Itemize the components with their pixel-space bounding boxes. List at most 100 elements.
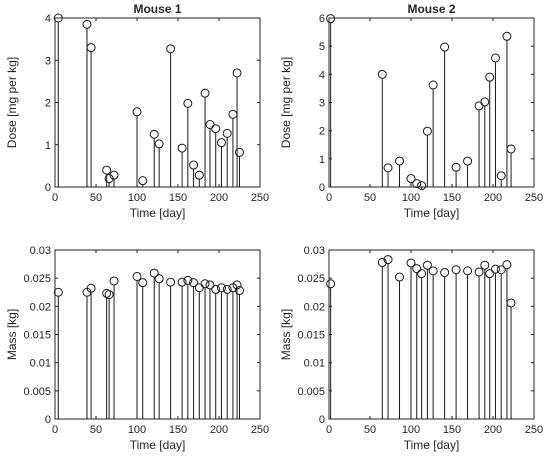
mouse1-dose-title: Mouse 1 (133, 2, 181, 16)
mouse1-dose-axes-box (54, 17, 261, 188)
mouse1-mass-xtick-label: 50 (90, 424, 102, 436)
mouse2-dose-ylabel: Dose [mg per kg] (279, 57, 293, 148)
mouse2-dose-marker (485, 72, 495, 82)
mouse2-mass-xtick-label: 250 (525, 424, 543, 436)
mouse1-dose-marker (205, 119, 215, 129)
mouse1-mass-xtick-label: 0 (52, 424, 58, 436)
mouse2-dose-ytick-label: 6 (319, 13, 325, 25)
mouse1-mass-xtick-label: 150 (169, 424, 187, 436)
mouse2-mass-axes-box (328, 249, 535, 420)
mouse1-mass-xlabel: Time [day] (130, 438, 186, 452)
mouse1-dose-ytick-label: 3 (45, 55, 51, 67)
mouse2-mass-ytick-label: 0 (319, 414, 325, 426)
mouse2-dose-marker (417, 181, 427, 191)
mouse1-dose-marker (149, 129, 159, 139)
mouse2-mass-marker (496, 265, 506, 275)
mouse1-dose-xtick-label: 150 (169, 192, 187, 204)
mouse1-mass-ytick-label: 0 (45, 414, 51, 426)
mouse1-dose-marker (222, 128, 232, 138)
mouse1-mass-ytick-label: 0.025 (23, 273, 51, 285)
mouse1-mass-marker (222, 284, 232, 294)
mouse1-mass-marker (216, 283, 226, 293)
mouse1-mass-xtick-label: 250 (251, 424, 269, 436)
mouse2-mass-marker (428, 266, 438, 276)
mouse1-dose-marker (53, 13, 63, 23)
mouse2-mass-xtick-label: 100 (402, 424, 420, 436)
mouse1-dose-marker (216, 138, 226, 148)
mouse1-dose-marker (189, 160, 199, 170)
mouse2-dose-xlabel: Time [day] (404, 206, 460, 220)
mouse1-dose-marker (86, 43, 96, 53)
mouse2-mass-marker (422, 260, 432, 270)
mouse1-dose-ytick-label: 4 (45, 13, 51, 25)
mouse2-mass-marker (506, 298, 516, 308)
mouse1-mass-marker (53, 287, 63, 297)
mouse1-dose-marker (211, 124, 221, 134)
mouse1-dose-marker (104, 174, 114, 184)
mouse2-dose-marker (412, 179, 422, 189)
mouse2-dose-marker (428, 80, 438, 90)
mouse1-mass-marker (104, 290, 114, 300)
mouse1-mass-marker (211, 284, 221, 294)
mouse2-dose-marker (406, 174, 416, 184)
mouse2-mass-xtick-label: 150 (443, 424, 461, 436)
mouse1-dose-marker (109, 170, 119, 180)
mouse2-dose-axes-box (328, 17, 535, 188)
mouse1-dose-marker (235, 147, 244, 157)
mouse2-mass-marker (485, 269, 495, 279)
mouse1-mass-marker (138, 278, 148, 288)
mouse1-mass-marker (86, 283, 96, 293)
mouse1-dose-marker (154, 139, 164, 149)
mouse1-mass-marker (154, 274, 164, 284)
mouse2-mass-marker (440, 268, 450, 278)
mouse1-dose-marker (166, 44, 176, 54)
mouse2-mass-marker (383, 255, 393, 265)
mouse1-mass-marker (177, 277, 187, 287)
panel-mouse1-dose: 0 50 100 150 200 250 0 1 2 3 4 Mouse 1 Time [day] Dos… (5, 2, 269, 220)
mouse1-dose-marker (132, 107, 142, 117)
mouse2-mass-marker (474, 267, 484, 277)
mouse2-mass-marker (412, 264, 422, 274)
mouse1-mass-marker (132, 271, 142, 281)
mouse1-dose-xlabel: Time [day] (130, 206, 186, 220)
mouse1-dose-marker (82, 19, 92, 29)
mouse2-dose-xtick-label: 0 (326, 192, 332, 204)
mouse1-dose-ylabel: Dose [mg per kg] (5, 57, 19, 148)
mouse2-mass-xtick-label: 200 (484, 424, 502, 436)
mouse1-dose-marker (232, 68, 242, 78)
mouse2-mass-marker (406, 258, 416, 268)
mouse2-mass-marker (395, 272, 405, 282)
mouse2-dose-ytick-label: 5 (319, 41, 325, 53)
mouse1-dose-marker (138, 176, 148, 186)
mouse1-mass-ytick-label: 0.02 (30, 301, 51, 313)
mouse2-dose-xtick-label: 150 (443, 192, 461, 204)
panel-mouse2-mass: 0 50 100 150 200 250 0 0.005 0.01 0.015 0.02 0.025 0… (279, 245, 543, 452)
mouse2-mass-xtick-label: 50 (364, 424, 376, 436)
mouse2-mass-marker (326, 279, 336, 289)
mouse1-mass-marker (183, 275, 193, 285)
mouse2-dose-marker (480, 97, 490, 107)
mouse1-mass-marker (205, 280, 215, 290)
mouse2-mass-marker (377, 257, 387, 267)
mouse1-dose-marker (194, 170, 204, 180)
mouse2-dose-marker (383, 163, 393, 173)
mouse1-dose-marker (228, 109, 238, 119)
mouse1-dose-xtick-label: 0 (52, 192, 58, 204)
mouse2-dose-marker (496, 171, 506, 181)
mouse1-mass-marker (200, 279, 210, 289)
mouse1-mass-marker (194, 283, 204, 293)
mouse1-dose-ytick-label: 0 (45, 182, 51, 194)
mouse1-dose-xtick-label: 50 (90, 192, 102, 204)
mouse1-dose-marker (200, 88, 210, 98)
mouse2-mass-marker (417, 269, 427, 279)
mouse2-mass-ytick-label: 0.03 (304, 245, 325, 257)
mouse1-dose-ytick-label: 2 (45, 98, 51, 110)
mouse1-dose-marker (183, 98, 193, 108)
mouse2-dose-marker (490, 53, 500, 63)
mouse2-dose-title: Mouse 2 (407, 2, 455, 16)
mouse2-dose-marker (395, 156, 405, 166)
mouse2-dose-marker (440, 42, 450, 52)
mouse1-mass-xtick-label: 100 (128, 424, 146, 436)
mouse2-dose-xtick-label: 250 (525, 192, 543, 204)
